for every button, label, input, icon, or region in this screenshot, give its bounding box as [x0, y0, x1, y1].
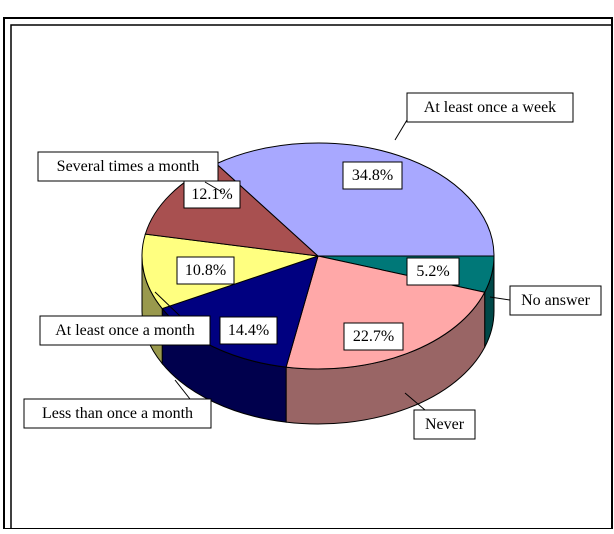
value-label: 10.8%	[185, 262, 226, 279]
leader-line	[394, 119, 408, 141]
value-label: 22.7%	[353, 328, 394, 345]
category-label-box	[39, 315, 211, 346]
category-label: Never	[425, 416, 465, 433]
category-label: No answer	[521, 292, 591, 309]
category-label-box	[37, 151, 219, 182]
value-label-box	[342, 161, 403, 190]
value-label: 14.4%	[228, 322, 269, 339]
category-label-box	[406, 92, 574, 123]
category-label-box	[509, 285, 602, 316]
value-label: 5.2%	[416, 263, 449, 280]
value-label-box	[343, 322, 404, 351]
value-label-box	[406, 257, 460, 286]
value-label-box	[176, 256, 235, 285]
value-label-box	[219, 316, 278, 345]
category-label: Less than once a month	[42, 405, 193, 422]
category-label: Several times a month	[57, 158, 200, 175]
category-label-box	[23, 398, 212, 429]
leader-line	[154, 291, 181, 317]
value-label-box	[183, 180, 241, 209]
value-label: 12.1%	[191, 186, 232, 203]
slice	[215, 142, 495, 257]
leader-line	[204, 181, 223, 193]
leader-line	[404, 392, 426, 411]
category-label: At least once a month	[55, 322, 195, 339]
category-label: At least once a week	[424, 99, 556, 116]
leader-line	[489, 296, 511, 301]
leader-line	[174, 379, 191, 400]
category-label-box	[413, 409, 476, 440]
value-label: 34.8%	[352, 167, 393, 184]
